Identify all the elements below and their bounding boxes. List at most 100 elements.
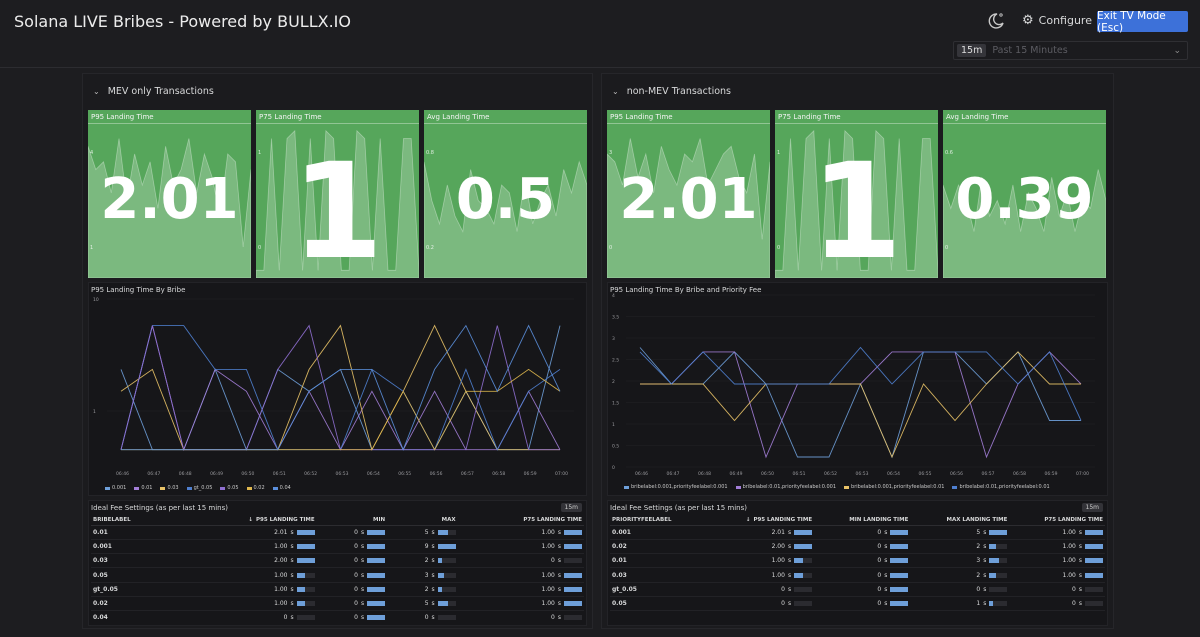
section-title: non-MEV Transactions [626, 86, 731, 97]
legend-item[interactable]: 0.05 [220, 485, 239, 491]
cell-value: 0 [354, 614, 358, 622]
table-row[interactable]: 0.01 2.01 s 0 s 5 s 1.00 s [91, 525, 584, 540]
column-header[interactable]: ↓ P95 LANDING TIME [706, 515, 815, 526]
stat-panel[interactable]: P75 Landing Time 1 0 1 [775, 110, 938, 278]
table-row[interactable]: 0.02 1.00 s 0 s 5 s 1.00 s [91, 596, 584, 612]
legend-item[interactable]: bribelabel:0.001,priorityfeelabel:0.01 [844, 484, 944, 490]
section-header[interactable]: ⌄ non-MEV Transactions [612, 86, 731, 97]
cell-unit: s [1078, 600, 1082, 608]
cell-value: 0 [354, 528, 358, 536]
x-tick-label: 06:50 [761, 471, 774, 477]
legend-item[interactable]: 0.001 [105, 485, 126, 491]
stat-axis-tick: 1 [258, 150, 262, 156]
table-cell: 1.00 s [174, 596, 317, 612]
exit-tv-mode-button[interactable]: Exit TV Mode (Esc) [1097, 10, 1188, 34]
column-header[interactable]: P75 LANDING TIME [1009, 515, 1105, 526]
cell-gauge [437, 543, 456, 549]
stat-value: 2.01 [100, 167, 239, 232]
cell-unit: s [290, 600, 294, 608]
table-row[interactable]: gt_0.05 1.00 s 0 s 2 s 1.00 s [91, 582, 584, 597]
table-cell: 1.00 s [1009, 553, 1105, 569]
table-row[interactable]: 0.05 0 s 0 s 1 s 0 s [610, 596, 1105, 612]
cell-unit: s [290, 571, 294, 579]
column-header[interactable]: BRIBELABEL [91, 515, 175, 526]
panel-title: Ideal Fee Settings (as per last 15 mins) [610, 504, 747, 512]
cell-gauge [1085, 601, 1103, 607]
time-range-picker[interactable]: 15m Past 15 Minutes ⌄ [953, 41, 1188, 60]
column-header[interactable]: MIN LANDING TIME [814, 515, 911, 526]
column-header[interactable]: ↓ P95 LANDING TIME [174, 515, 317, 526]
column-header[interactable]: MAX [387, 515, 458, 526]
stat-axis-tick: 0 [945, 245, 949, 251]
column-header[interactable]: MAX LANDING TIME [910, 515, 1010, 526]
stat-value: 1 [810, 135, 903, 278]
timeseries-panel[interactable]: P95 Landing Time By Bribe and Priority F… [607, 282, 1108, 496]
cell-unit: s [557, 600, 561, 608]
stat-panel[interactable]: P95 Landing Time 4 1 2.01 [88, 110, 251, 278]
cell-gauge [564, 601, 582, 607]
stat-axis-tick: 0.8 [426, 150, 434, 156]
table-row[interactable]: 0.01 1.00 s 0 s 3 s 1.00 s [610, 553, 1105, 569]
legend-item[interactable]: 0.03 [160, 485, 179, 491]
legend-item[interactable]: 0.02 [246, 485, 265, 491]
table-row[interactable]: 0.02 2.00 s 0 s 2 s 1.00 s [610, 539, 1105, 555]
cell-gauge [296, 543, 315, 549]
cell-value: 0 [424, 614, 429, 622]
column-header[interactable]: MIN [316, 515, 388, 526]
theme-toggle-button[interactable] [986, 11, 1006, 31]
section-header[interactable]: ⌄ MEV only Transactions [93, 86, 214, 97]
table-row[interactable]: 0.001 1.00 s 0 s 9 s 1.00 s [91, 539, 584, 555]
cell-content: 1.00 s [542, 572, 582, 579]
cell-gauge [890, 601, 909, 607]
timeseries-panel[interactable]: P95 Landing Time By Bribe 10 1 06:46 06:47 06… [88, 282, 587, 496]
stat-panel[interactable]: P75 Landing Time 1 0 1 [256, 110, 419, 278]
y-tick-label: 1 [612, 422, 615, 428]
cell-unit: s [431, 557, 435, 565]
table-row[interactable]: gt_0.05 0 s 0 s 0 s 0 s [610, 582, 1105, 597]
stat-panel[interactable]: Avg Landing Time 0.8 0.2 0.5 [424, 110, 587, 278]
legend-item[interactable]: bribelabel:0.01,priorityfeelabel:0.01 [952, 484, 1050, 490]
legend-item[interactable]: bribelabel:0.001,priorityfeelabel:0.001 [624, 484, 728, 490]
stat-panel[interactable]: P95 Landing Time 3 0 2.01 [607, 110, 770, 278]
cell-unit: s [361, 542, 365, 550]
cell-unit: s [361, 528, 365, 536]
cell-unit: s [983, 528, 987, 536]
column-header[interactable]: P75 LANDING TIME [457, 515, 584, 526]
cell-gauge [794, 572, 813, 578]
cell-gauge-fill [367, 558, 386, 564]
cell-unit: s [290, 557, 294, 565]
table-row[interactable]: 0.03 2.00 s 0 s 2 s 0 s [91, 553, 584, 569]
stat-sparkline [88, 138, 251, 278]
table-row[interactable]: 0.04 0 s 0 s 0 s 0 s [91, 610, 584, 626]
legend-item[interactable]: 0.04 [272, 485, 291, 491]
table-row[interactable]: 0.001 2.01 s 0 s 5 s 1.00 s [610, 525, 1105, 540]
row-label: 0.001 [610, 525, 707, 540]
table-row[interactable]: 0.03 1.00 s 0 s 2 s 1.00 s [610, 567, 1105, 583]
cell-content: 1.00 s [542, 586, 582, 593]
cell-gauge-fill [367, 543, 386, 549]
column-header[interactable]: PRIORITYFEELABEL [610, 515, 707, 526]
sparkline-area [775, 129, 938, 278]
stat-value: 0.5 [455, 167, 556, 232]
configure-button[interactable]: ⚙ Configure [1022, 13, 1092, 28]
legend-swatch [160, 486, 166, 490]
legend-item[interactable]: gt_0.05 [186, 485, 212, 491]
x-tick-label: 06:46 [635, 471, 648, 477]
cell-unit: s [431, 542, 435, 550]
cell-unit: s [431, 571, 435, 579]
stat-panel[interactable]: Avg Landing Time 0.6 0 0.39 [943, 110, 1106, 278]
table-row[interactable]: 0.05 1.00 s 0 s 3 s 1.00 s [91, 567, 584, 583]
legend-item[interactable]: 0.01 [134, 485, 152, 491]
section-title: MEV only Transactions [107, 86, 214, 97]
section-mev: ⌄ MEV only Transactions P95 Landing Time… [82, 73, 593, 629]
legend-item[interactable]: bribelabel:0.01,priorityfeelabel:0.001 [735, 484, 836, 490]
